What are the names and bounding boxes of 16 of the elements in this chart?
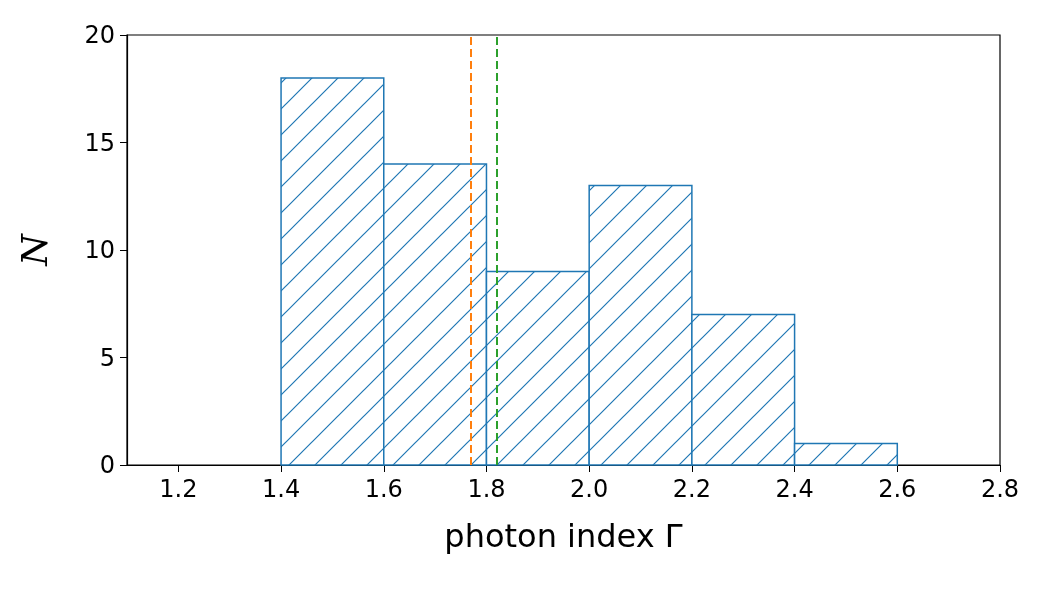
x-tick-label: 2.0 (570, 475, 609, 503)
x-tick-label: 2.2 (672, 475, 711, 503)
y-tick-label: 15 (84, 128, 115, 157)
x-tick-label: 1.2 (159, 475, 198, 503)
x-tick-label: 2.8 (980, 475, 1020, 503)
x-tick-label: 1.6 (364, 475, 403, 503)
y-tick-label: 0 (99, 451, 115, 479)
x-tick-label: 2.4 (775, 475, 814, 503)
x-tick-label: 1.4 (261, 475, 301, 503)
x-tick-label: 2.6 (878, 475, 917, 503)
x-tick-label: 1.8 (467, 475, 506, 503)
x-axis-title: photon index Γ (444, 517, 683, 555)
y-tick-label: 5 (99, 343, 115, 372)
y-axis-title: N (13, 232, 55, 267)
y-tick-label: 20 (84, 21, 115, 49)
y-tick-label: 10 (84, 236, 115, 264)
